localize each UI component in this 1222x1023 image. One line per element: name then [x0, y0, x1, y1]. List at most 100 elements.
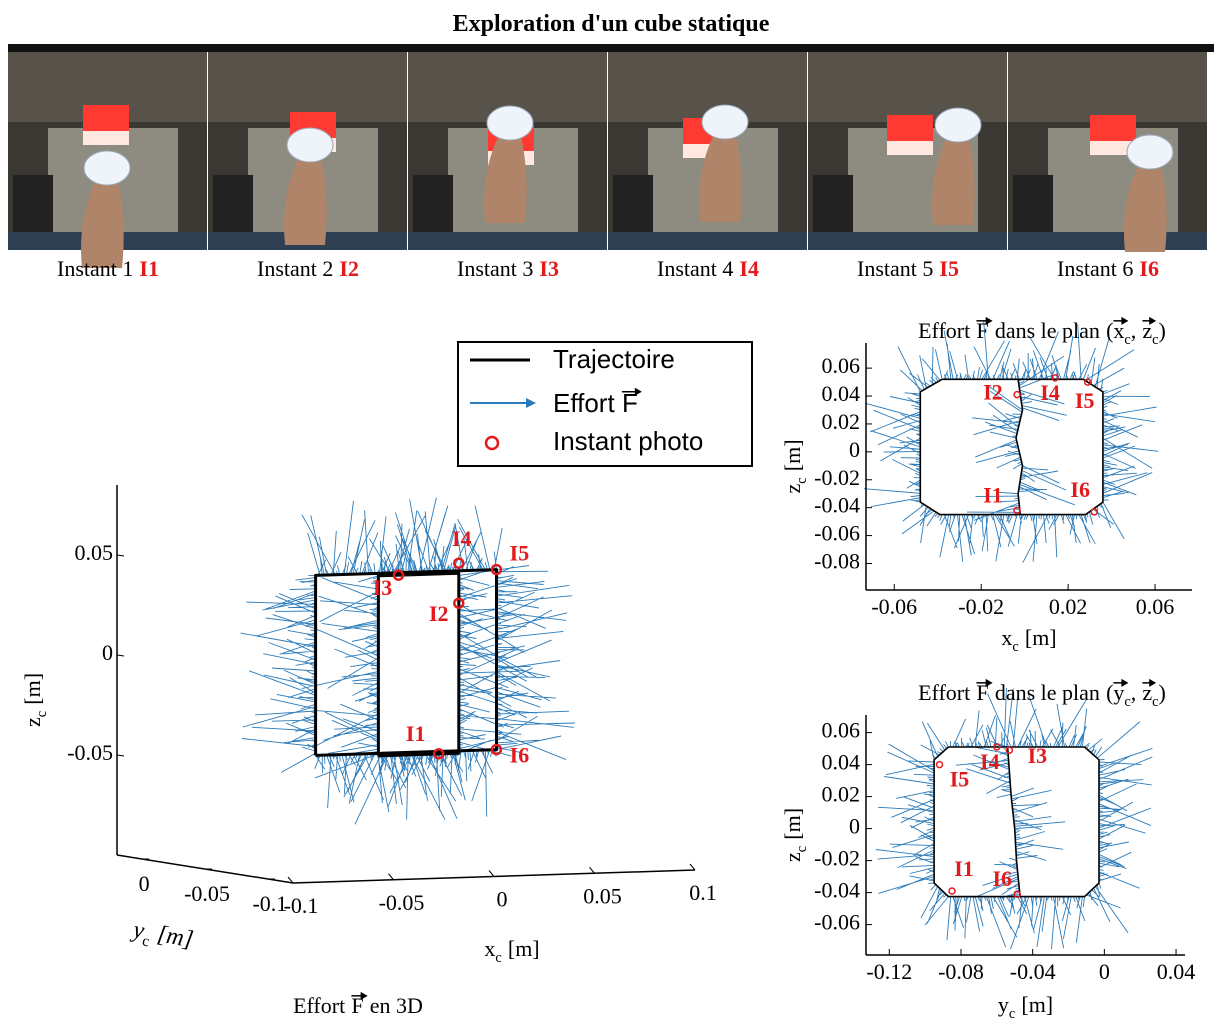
x-tick-label: -0.06	[871, 594, 917, 619]
x-tick-label: -0.1	[284, 893, 319, 918]
photo-machine-dark	[213, 175, 253, 235]
label-part: Effort	[553, 388, 615, 418]
force-vectors	[240, 497, 576, 825]
label-part: c	[1012, 639, 1018, 655]
instant-label: I6	[1070, 477, 1090, 502]
x-axis-label: y c [m]	[998, 992, 1053, 1022]
y-tick-label: 0.06	[822, 718, 861, 743]
instant-marker	[993, 743, 1001, 751]
x-tick-label: -0.02	[958, 594, 1004, 619]
z-tick	[116, 654, 125, 657]
instant-label: I6	[992, 866, 1012, 891]
photo-disk	[83, 150, 131, 186]
photo-machine-dark	[413, 175, 453, 235]
photo: Instant 3 I3	[408, 52, 607, 281]
vector-arrow-head	[634, 387, 642, 396]
photo-caption-text: Instant 3	[457, 256, 533, 281]
x-axis-label: x c [m]	[484, 936, 539, 966]
z-tick-label: 0.05	[75, 540, 114, 565]
photo-machine-dark	[813, 175, 853, 235]
instant-marker	[1005, 746, 1014, 754]
photo-hand	[1124, 162, 1167, 252]
instant-marker	[453, 557, 465, 569]
photo-machine-dark	[613, 175, 653, 235]
vector-arrow-head	[985, 316, 993, 325]
x-tick-label: 0.06	[1136, 594, 1175, 619]
x-tick-label: 0.1	[689, 880, 717, 905]
photo-floor	[808, 232, 1007, 250]
photo: Instant 2 I2	[208, 52, 407, 281]
y-tick-label: 0.04	[822, 750, 861, 775]
photo-caption-tag: I2	[339, 256, 359, 281]
legend-label: Instant photo	[553, 426, 703, 456]
photo-caption: Instant 2 I2	[257, 256, 359, 281]
label-part: [m]	[508, 936, 540, 961]
photo: Instant 6 I6	[1008, 52, 1207, 281]
label-part: z	[1142, 318, 1152, 343]
label-part: (	[1106, 318, 1113, 343]
photo-hand	[484, 133, 527, 223]
instant-marker	[1013, 390, 1021, 399]
z-tick-label: 0	[102, 640, 113, 665]
force-vectors	[863, 321, 1159, 563]
label-part: (	[1106, 680, 1113, 705]
x-tick-label: -0.04	[1010, 959, 1056, 984]
instant-label: I1	[954, 856, 974, 881]
vector-arrow-head	[360, 991, 368, 1000]
photo-cube-bottom	[83, 131, 129, 145]
instant-marker	[490, 563, 503, 576]
instant-marker	[392, 569, 405, 581]
label-part: c	[1152, 694, 1158, 710]
photo-caption-text: Instant 4	[657, 256, 733, 281]
y-tick-label: -0.04	[814, 878, 860, 903]
photo-disk	[286, 127, 334, 163]
x-tick-label: -0.12	[866, 959, 912, 984]
legend-instant-marker	[484, 435, 500, 451]
photo-machine-dark	[1013, 175, 1053, 235]
z-tick	[116, 754, 125, 757]
x-axis-label: x c [m]	[1001, 625, 1056, 655]
label-part: c	[495, 950, 501, 966]
instant-label: I3	[1028, 743, 1048, 768]
photo-caption-text: Instant 5	[857, 256, 933, 281]
photo-disk	[701, 104, 749, 140]
photo-cube-bottom	[1090, 141, 1136, 155]
y-tick-label: 0.02	[822, 409, 861, 434]
photo-hand	[81, 178, 124, 268]
photo-caption-text: Instant 1	[57, 256, 133, 281]
label-part: y	[129, 917, 146, 945]
instant-label: I4	[980, 749, 1000, 774]
photo-caption-tag: I4	[739, 256, 759, 281]
photo-wall	[808, 52, 1007, 122]
y-tick-label: 0.02	[822, 782, 861, 807]
instant-label: I1	[983, 483, 1003, 508]
y-tick-label: -0.1	[252, 891, 287, 916]
instant-label: I5	[1075, 388, 1095, 413]
instant-label: I2	[983, 380, 1003, 405]
z-axis-label: zc [m]	[20, 673, 50, 727]
y-tick-label: -0.04	[814, 493, 860, 518]
photo-wall	[1008, 52, 1207, 122]
photo-machine-dark	[13, 175, 53, 235]
label-part: Effort	[293, 993, 345, 1018]
photo-floor	[1008, 232, 1207, 250]
instant-marker	[432, 748, 445, 760]
y-axis-label: yc [m]	[129, 917, 195, 953]
y-tick-label: -0.06	[814, 910, 860, 935]
photo-cube-top	[1090, 115, 1136, 141]
trajectory	[314, 568, 498, 758]
y-tick-label: -0.02	[814, 846, 860, 871]
trajectory	[933, 746, 1100, 898]
figure-title: Exploration d'un cube statique	[453, 11, 770, 37]
x-tick	[689, 863, 696, 871]
label-part: F	[351, 993, 363, 1018]
y-tick-label: 0	[139, 871, 150, 896]
label-part: [m]	[1025, 625, 1057, 650]
label-part: c	[794, 846, 810, 852]
instant-label: I3	[373, 575, 393, 600]
instant-marker	[948, 887, 956, 895]
photo: Instant 1 I1	[8, 52, 207, 281]
label-part: x	[484, 936, 495, 961]
photo-wall	[208, 52, 407, 122]
